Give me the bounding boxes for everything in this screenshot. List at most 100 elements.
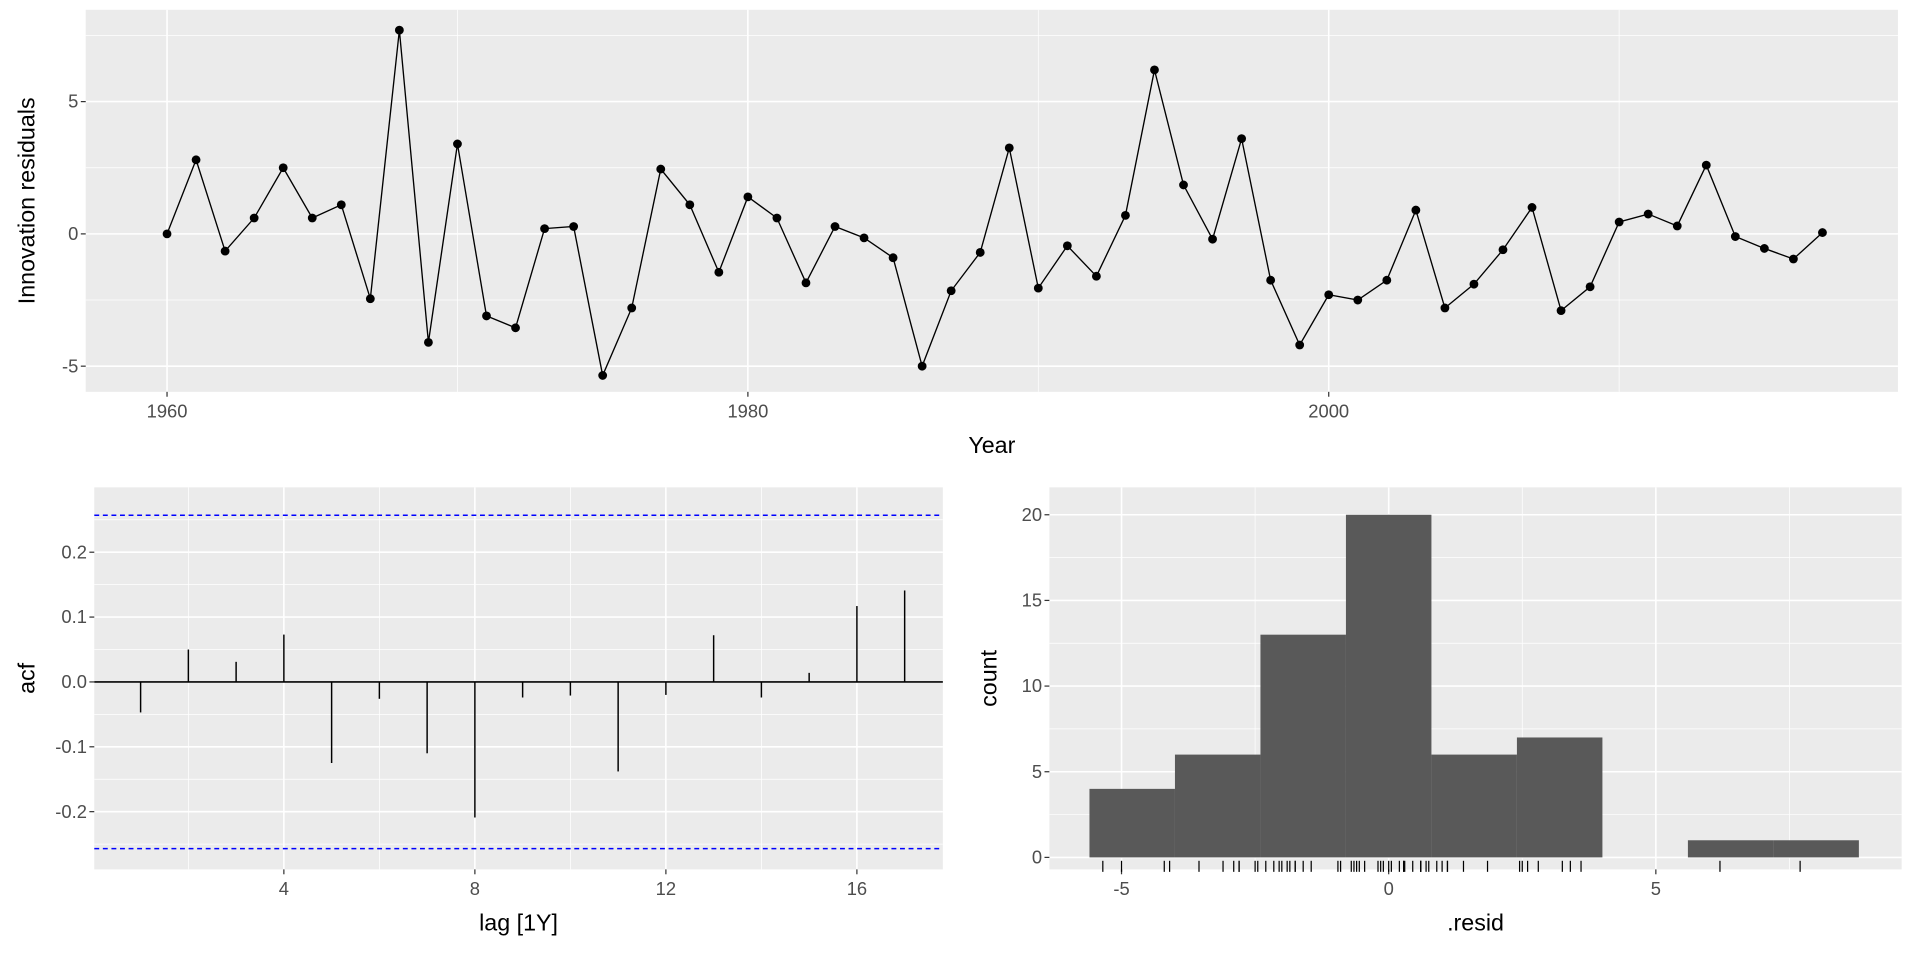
residual-point (1788, 254, 1798, 264)
residual-point (946, 286, 956, 296)
y-tick-label: 15 (1022, 590, 1042, 611)
y-tick-label: 0.0 (61, 671, 87, 692)
x-tick-label: 12 (656, 878, 676, 899)
y-tick-label: 10 (1022, 675, 1042, 696)
residual-point (1469, 279, 1479, 289)
x-axis-title: .resid (1447, 910, 1504, 936)
panel-background (85, 9, 1898, 392)
x-tick-label: 5 (1651, 878, 1661, 899)
histogram-bar (1345, 514, 1432, 858)
residual-point (1324, 290, 1334, 300)
y-tick-label: 20 (1022, 504, 1042, 525)
residual-point (1004, 143, 1014, 153)
residual-point (1556, 306, 1566, 316)
residual-point (336, 200, 346, 210)
residual-point (191, 155, 201, 165)
residual-point (1643, 209, 1653, 219)
residual-point (830, 222, 840, 231)
residual-point (1353, 295, 1363, 305)
x-tick-label: 1980 (727, 401, 768, 422)
residual-point (482, 311, 491, 321)
histogram-bar (1516, 737, 1603, 858)
y-tick-label: 5 (68, 91, 78, 112)
y-tick-label: -0.1 (55, 736, 87, 757)
residual-point (424, 337, 433, 347)
residual-histogram: -5 0 5 0 5 10 15 20 .resid count (976, 487, 1902, 936)
x-tick-label: 8 (470, 878, 480, 899)
x-tick-label: 1960 (147, 401, 188, 422)
histogram-bar (1687, 840, 1774, 858)
x-tick-label: 0 (1384, 878, 1394, 899)
y-axis-title: Innovation residuals (13, 97, 39, 304)
residual-point (1527, 203, 1537, 212)
histogram-bar (1773, 840, 1859, 858)
residual-point (511, 323, 520, 333)
residual-point (1295, 340, 1305, 350)
residual-point (307, 213, 317, 223)
residual-point (365, 294, 375, 304)
residual-point (540, 224, 549, 234)
residual-point (1179, 180, 1188, 190)
residual-point (1033, 283, 1043, 293)
histogram-bar (1174, 754, 1261, 858)
x-axis-title: lag [1Y] (479, 910, 558, 936)
residual-point (859, 233, 869, 243)
residual-point (1701, 160, 1711, 170)
residual-point (1150, 65, 1159, 75)
residual-point (975, 247, 985, 257)
residual-point (1091, 271, 1101, 281)
residual-point (772, 213, 782, 223)
residual-point (453, 139, 462, 149)
residual-point (1730, 232, 1740, 241)
y-axis-title: acf (13, 662, 39, 694)
residual-line (166, 30, 1823, 378)
residual-time-plot: 1960 1980 2000 -5 0 5 Year Innovation residuals (13, 9, 1898, 458)
residual-point (1498, 245, 1508, 255)
x-tick-label: 4 (279, 878, 289, 899)
residual-point (1121, 210, 1130, 220)
y-tick-label: 0.2 (61, 541, 87, 562)
residual-point (1759, 244, 1769, 253)
residual-point (1208, 234, 1217, 244)
x-tick-label: -5 (1113, 878, 1129, 899)
residual-point (249, 213, 259, 223)
residual-point (714, 267, 724, 277)
residual-point (1411, 205, 1421, 215)
residual-point (1382, 275, 1392, 285)
residual-point (278, 163, 288, 173)
y-tick-label: -5 (62, 355, 78, 376)
residual-point (1266, 275, 1276, 285)
residual-point (1818, 228, 1827, 237)
histogram-bar (1260, 634, 1346, 858)
residual-point (627, 303, 637, 313)
residual-point (888, 253, 898, 263)
residual-point (1672, 221, 1682, 231)
residual-point (917, 361, 927, 371)
y-tick-label: 0 (1032, 847, 1042, 868)
y-tick-label: 5 (1032, 761, 1042, 782)
residual-point (569, 222, 579, 231)
residual-point (220, 246, 230, 256)
residual-point (801, 278, 811, 288)
residual-point (394, 25, 404, 35)
y-tick-label: 0 (68, 223, 78, 244)
y-axis-title: count (976, 649, 1002, 706)
x-tick-label: 16 (847, 878, 867, 899)
residual-point (1614, 217, 1624, 227)
residual-point (685, 200, 695, 210)
residual-point (656, 164, 666, 174)
residual-point (1440, 303, 1450, 313)
x-tick-label: 2000 (1308, 401, 1349, 422)
residual-point (162, 229, 172, 239)
residual-point (1062, 241, 1072, 251)
y-tick-label: 0.1 (61, 606, 87, 627)
x-axis-title: Year (968, 432, 1015, 458)
y-tick-label: -0.2 (55, 801, 87, 822)
residual-point (598, 371, 608, 380)
residual-point (1585, 282, 1595, 292)
acf-plot: 4 8 12 16 -0.2 -0.1 0.0 0.1 0.2 lag [1Y] acf (13, 487, 943, 936)
histogram-bar (1431, 754, 1517, 858)
residual-point (743, 192, 753, 202)
residual-point (1237, 134, 1247, 144)
